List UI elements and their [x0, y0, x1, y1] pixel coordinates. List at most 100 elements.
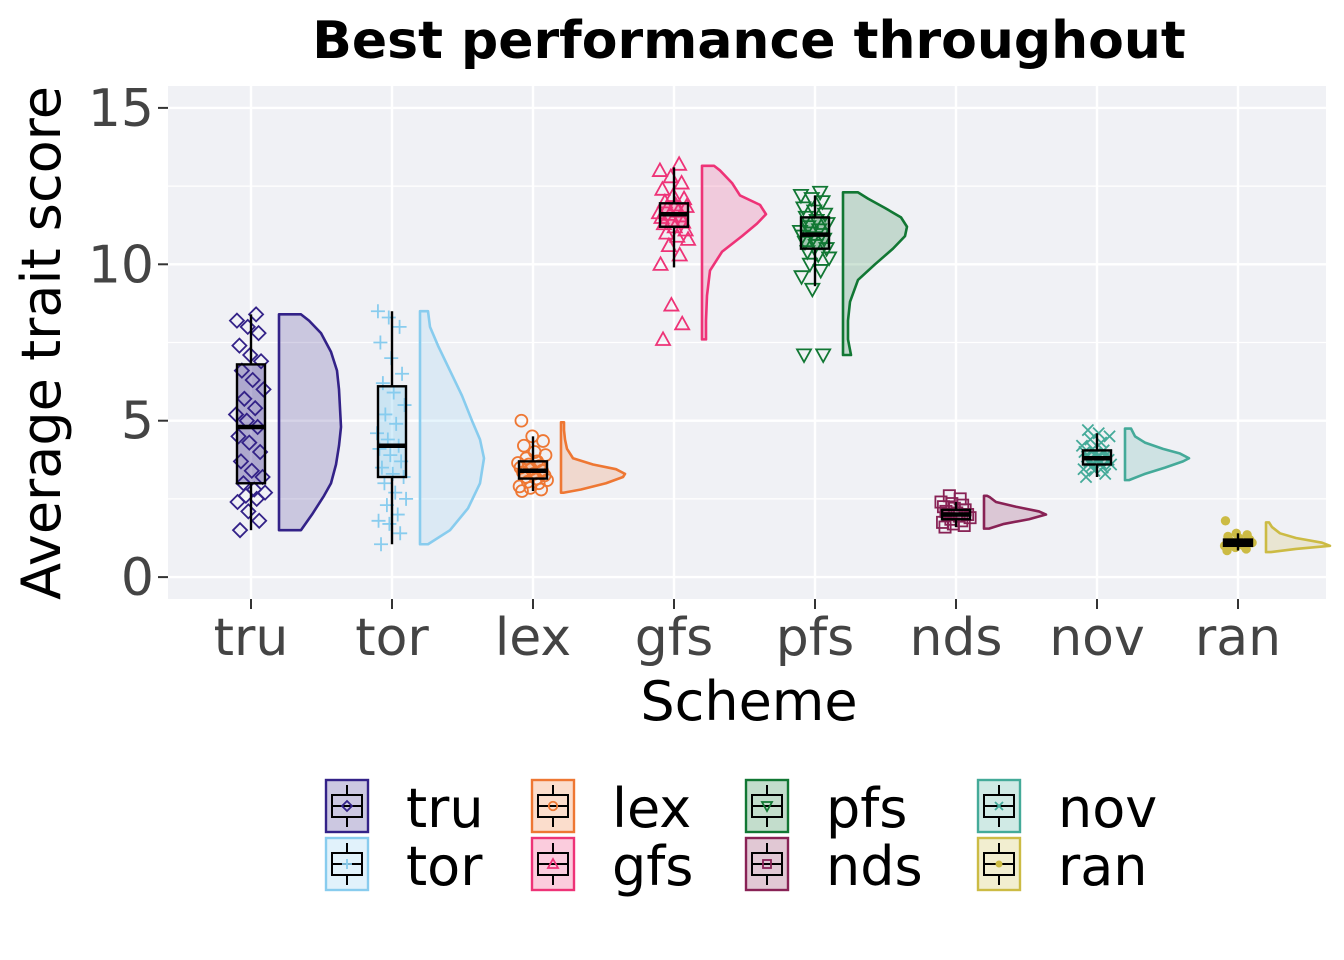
data-point — [246, 399, 264, 417]
data-point — [386, 385, 401, 400]
legend-label: ran — [1058, 835, 1148, 898]
series-ran — [1219, 516, 1332, 556]
x-tick-label: tor — [355, 608, 429, 668]
x-tick-label: nov — [1049, 608, 1145, 668]
data-point — [377, 476, 392, 491]
x-tick-label: pfs — [776, 608, 854, 668]
data-point — [250, 512, 268, 530]
data-point — [381, 310, 396, 325]
legend-label: nds — [826, 835, 923, 898]
data-point — [383, 448, 398, 463]
data-point — [679, 230, 697, 246]
data-point — [517, 438, 531, 453]
data-point — [527, 445, 542, 459]
data-point — [1092, 426, 1105, 440]
data-point — [812, 264, 830, 280]
data-point — [244, 371, 261, 389]
x-tick-label: gfs — [635, 608, 713, 668]
data-point — [814, 348, 832, 364]
legend-key-shape — [760, 801, 774, 813]
data-point — [374, 537, 389, 552]
data-point — [247, 306, 265, 323]
data-point — [1103, 430, 1116, 443]
legend-item-tru: tru — [324, 777, 484, 840]
data-point — [653, 180, 671, 196]
data-point — [795, 348, 813, 364]
legend-key-shape — [340, 799, 354, 813]
data-point — [793, 270, 811, 286]
data-point — [1079, 470, 1093, 484]
legend-item-nov: nov — [976, 777, 1157, 840]
y-tick-label: 15 — [88, 79, 154, 139]
data-point — [811, 185, 829, 202]
data-point — [375, 376, 390, 391]
data-point — [231, 337, 248, 354]
data-point — [371, 513, 386, 528]
chart-title: Best performance throughout — [312, 11, 1186, 71]
data-point — [240, 503, 257, 520]
violin-nds — [982, 494, 1048, 530]
data-point — [1231, 528, 1241, 539]
series-tor — [370, 304, 486, 552]
legend-label: lex — [612, 777, 691, 840]
data-point — [1081, 423, 1095, 437]
data-point — [654, 330, 672, 346]
series-nov — [1075, 423, 1191, 484]
legend-item-nds: nds — [744, 835, 923, 898]
x-axis: tru tor lex gfs pfs nds nov ran — [214, 599, 1281, 668]
legend-item-gfs: gfs — [530, 835, 693, 898]
data-point — [397, 398, 412, 413]
violin-pfs — [841, 191, 909, 357]
data-point — [1220, 516, 1231, 526]
data-point — [370, 304, 385, 319]
violin-tor — [418, 309, 486, 546]
violin-ran — [1264, 521, 1332, 554]
data-point — [231, 521, 249, 539]
gridlines — [168, 86, 1326, 599]
data-point — [228, 312, 246, 329]
data-point — [252, 352, 270, 370]
data-point — [388, 485, 403, 500]
data-point — [249, 418, 266, 436]
x-tick-label: lex — [495, 608, 571, 668]
data-point — [514, 413, 529, 428]
legend-item-tor: tor — [324, 835, 483, 898]
y-tick-label: 10 — [88, 235, 154, 295]
legend-key-shape — [762, 859, 772, 869]
data-point — [662, 296, 680, 312]
data-point — [378, 407, 393, 422]
data-point — [792, 188, 810, 205]
data-point — [250, 324, 267, 342]
box — [235, 363, 267, 485]
data-point — [389, 416, 404, 431]
legend-label: tor — [406, 835, 483, 898]
data-point — [651, 161, 669, 177]
legend-key-shape — [994, 801, 1004, 811]
series-gfs — [650, 155, 768, 346]
data-point — [395, 366, 410, 381]
data-point — [230, 428, 247, 445]
data-point — [236, 390, 253, 408]
y-tick-label: 5 — [121, 392, 154, 452]
legend-item-pfs: pfs — [744, 777, 907, 840]
legend-item-lex: lex — [530, 777, 691, 840]
data-point — [1084, 433, 1097, 446]
series-nds — [934, 489, 1048, 534]
x-tick-label: nds — [909, 608, 1002, 668]
data-point — [670, 155, 688, 171]
legend-item-ran: ran — [976, 835, 1148, 898]
y-axis-title: Average trait score — [10, 86, 73, 600]
data-point — [942, 489, 956, 503]
series-pfs — [791, 185, 909, 364]
x-tick-label: ran — [1195, 608, 1281, 668]
violin-gfs — [700, 164, 768, 341]
violin-tru — [277, 313, 343, 532]
data-point — [816, 207, 834, 224]
violin-nov — [1123, 427, 1191, 482]
data-point — [393, 526, 408, 541]
data-point — [801, 257, 819, 274]
data-point — [803, 282, 821, 299]
data-point — [673, 314, 691, 331]
x-tick-label: tru — [214, 608, 289, 668]
